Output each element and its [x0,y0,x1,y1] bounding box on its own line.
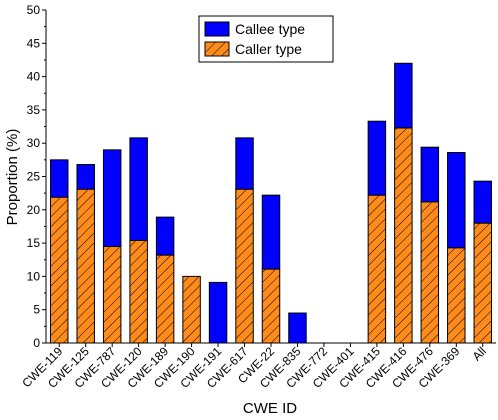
y-tick-label: 30 [27,136,41,150]
bar-caller-cwe-190 [182,275,201,344]
bar-caller-cwe-787 [102,245,122,344]
y-tick-label: 20 [27,203,41,217]
bar-callee-cwe-369 [447,152,466,249]
legend-swatch-callee-type [204,21,230,37]
bar-caller-cwe-416 [394,127,413,344]
bar-callee-cwe-189 [155,216,175,256]
bar-caller-cwe-415 [367,194,387,344]
x-axis-title: CWE ID [243,400,297,417]
bar-caller-cwe-22 [261,268,281,344]
y-tick-label: 15 [27,236,41,250]
bar-callee-all [473,180,493,224]
bar-callee-cwe-476 [420,146,440,203]
bar-caller-cwe-369 [447,247,466,344]
bar-callee-cwe-835 [288,312,307,344]
legend-swatch-caller-type [204,41,230,57]
y-tick-label: 10 [27,269,41,283]
y-tick-label: 40 [27,70,41,84]
legend-label-caller-type: Caller type [235,41,302,57]
bar-caller-cwe-189 [155,254,175,344]
bar-caller-cwe-119 [50,196,69,344]
axes-layer [42,9,496,347]
y-axis-title: Proportion (%) [4,129,21,226]
y-tick-label: 45 [27,36,41,50]
bar-callee-cwe-787 [102,149,122,247]
bar-caller-cwe-120 [129,239,148,344]
bar-caller-cwe-125 [76,188,95,344]
bar-callee-cwe-120 [129,137,148,241]
x-tick-label: All [470,344,489,363]
bar-callee-cwe-191 [208,281,228,344]
bar-callee-cwe-617 [235,137,254,190]
legend: Callee type Caller type [198,15,334,63]
bar-callee-cwe-415 [367,120,387,196]
y-tick-label: 35 [27,103,41,117]
bars-layer [50,62,493,344]
y-tick-label: 0 [33,336,40,350]
y-tick-label: 5 [33,303,40,317]
y-tick-label: 50 [27,3,41,17]
bar-caller-all [473,222,493,344]
bar-callee-cwe-22 [261,194,281,270]
bar-callee-cwe-416 [394,62,413,129]
bar-callee-cwe-125 [76,164,95,190]
bar-caller-cwe-476 [420,201,440,344]
bar-caller-cwe-617 [235,188,254,344]
bar-callee-cwe-119 [50,159,69,198]
y-tick-label: 25 [27,170,41,184]
legend-label-callee-type: Callee type [235,21,305,37]
